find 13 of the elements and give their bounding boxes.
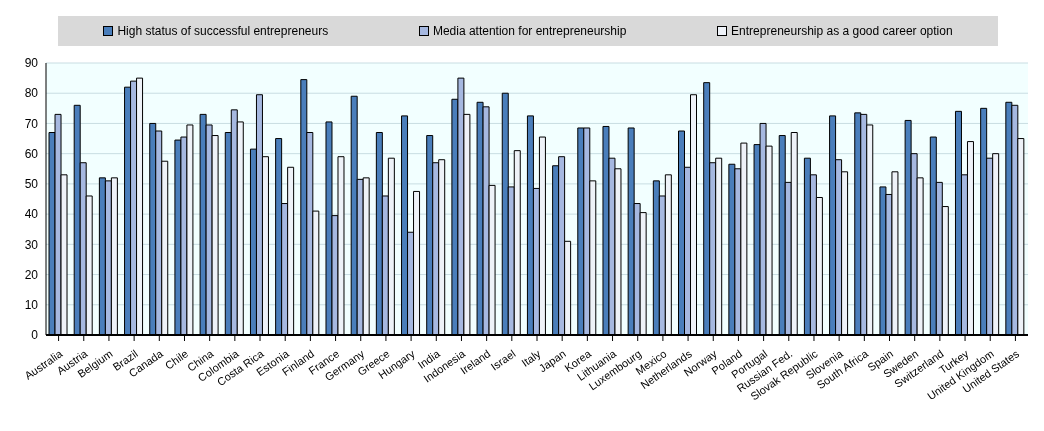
y-tick-label: 10 — [24, 298, 39, 313]
y-tick-label: 40 — [24, 207, 39, 222]
y-tick-label: 80 — [24, 86, 39, 101]
legend-label: Media attention for entrepreneurship — [431, 24, 627, 38]
y-tick-label: 0 — [31, 328, 39, 343]
legend-label: High status of successful entrepreneurs — [116, 24, 329, 38]
y-tick-label: 70 — [24, 116, 39, 131]
legend-label: Entrepreneurship as a good career option — [730, 24, 953, 38]
y-tick-label: 60 — [24, 146, 39, 161]
y-tick-label: 50 — [24, 177, 39, 192]
y-tick-label: 30 — [24, 237, 39, 252]
y-tick-label: 20 — [24, 267, 39, 282]
y-tick-label: 90 — [24, 56, 39, 71]
